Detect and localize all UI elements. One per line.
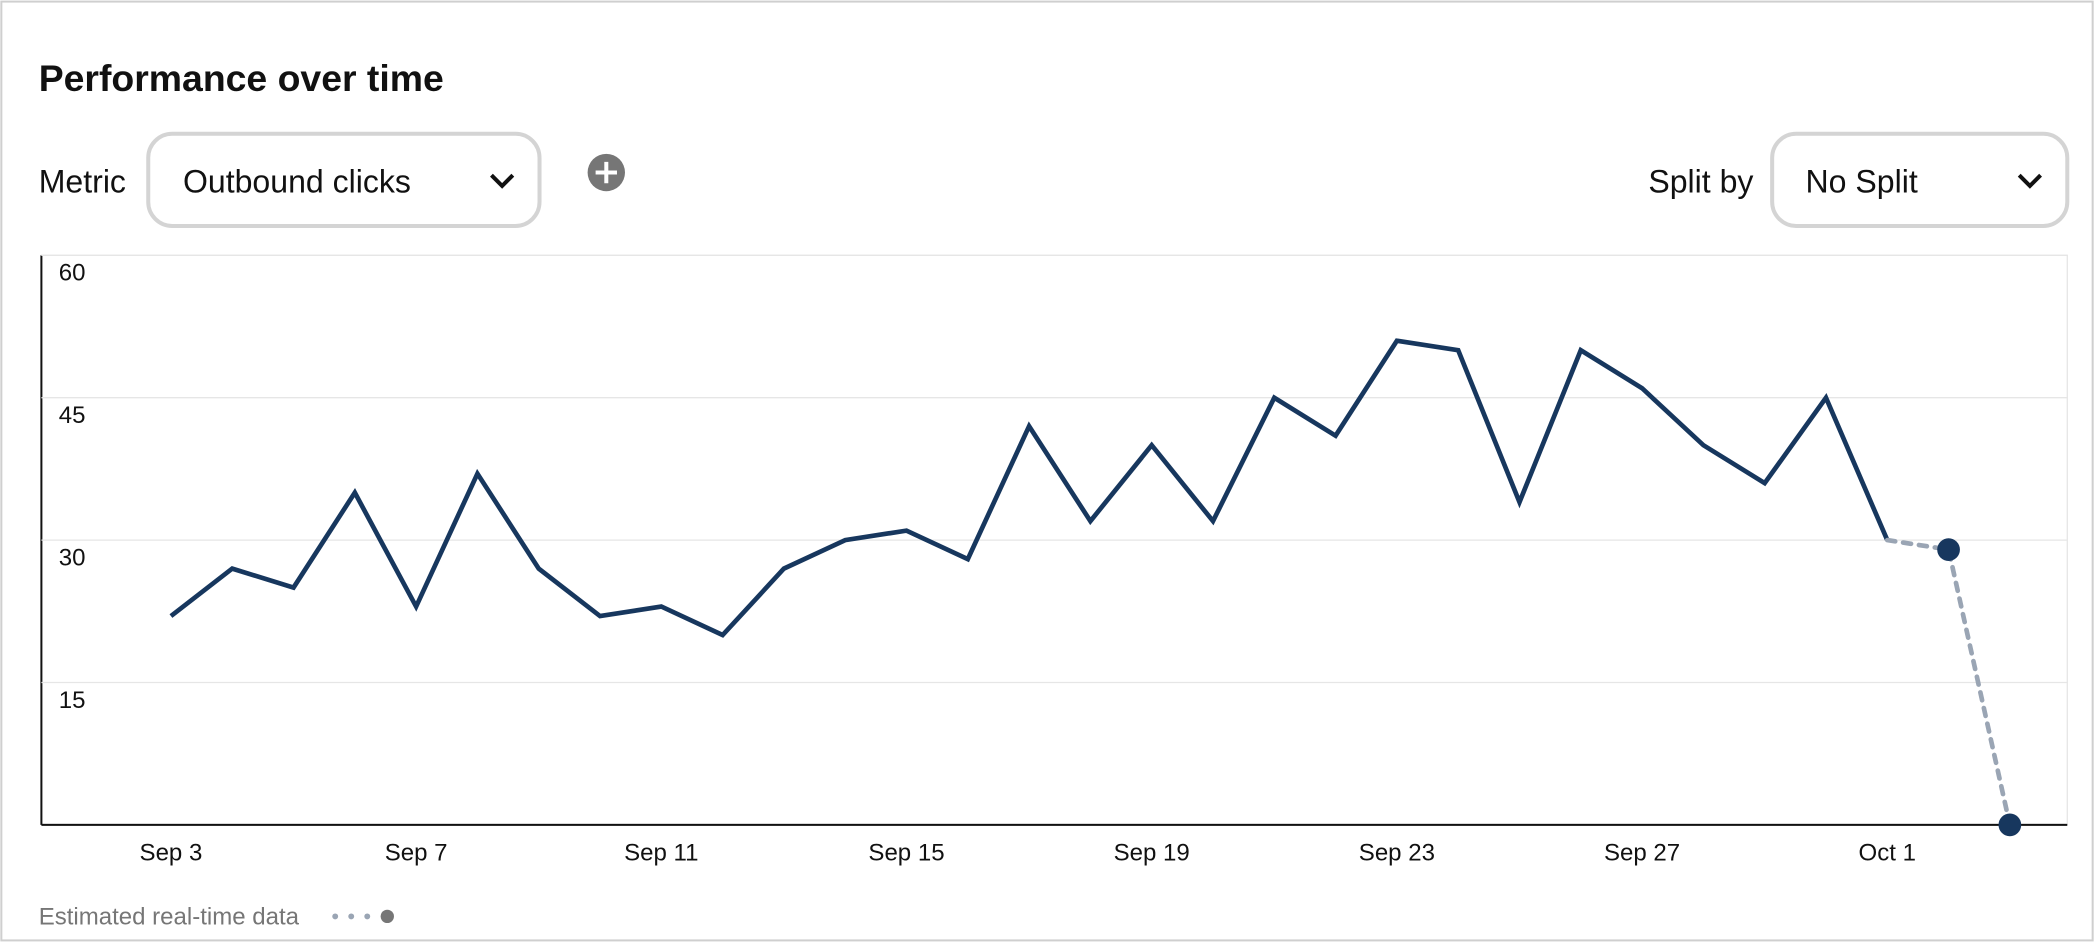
dropdown-box[interactable] <box>1770 131 2070 228</box>
split-label: Split by <box>1648 164 1753 200</box>
title: Performance over time <box>39 57 444 99</box>
legend-dot <box>380 909 394 924</box>
dropdown-value[interactable]: No Split <box>1806 164 1918 200</box>
legend-dot <box>364 913 371 920</box>
split-dropdown[interactable]: No Split <box>1770 131 2070 228</box>
x-tick-label: Sep 11 <box>624 839 698 866</box>
x-tick-label: Sep 23 <box>1359 839 1435 866</box>
y-tick-label: 60 <box>59 260 86 287</box>
metric-label: Metric <box>39 164 126 200</box>
legend-dot <box>332 913 339 920</box>
x-tick-label: Sep 7 <box>385 839 448 866</box>
x-tick-label: Sep 15 <box>868 839 944 866</box>
x-tick-label: Oct 1 <box>1859 839 1916 866</box>
legend-label: Estimated real-time data <box>39 903 300 930</box>
legend: Estimated real-time data <box>39 903 394 930</box>
x-tick-label: Sep 3 <box>140 839 203 866</box>
chevron[interactable] <box>490 173 515 189</box>
add-metric-button[interactable] <box>587 153 625 192</box>
data-point <box>1998 813 2022 837</box>
dropdown-box[interactable] <box>146 131 542 228</box>
metric-dropdown[interactable]: Outbound clicks <box>146 131 542 228</box>
chevron[interactable] <box>2017 173 2042 189</box>
y-tick-label: 15 <box>59 687 86 714</box>
x-tick-label: Sep 27 <box>1604 839 1680 866</box>
y-tick-label: 30 <box>59 544 86 571</box>
dropdown-value[interactable]: Outbound clicks <box>183 164 411 200</box>
data-point <box>1937 538 1960 561</box>
legend-dot <box>348 913 355 920</box>
x-tick-label: Sep 19 <box>1114 839 1190 866</box>
plus-sign[interactable] <box>595 161 617 184</box>
y-tick-label: 45 <box>59 402 86 429</box>
series-line <box>169 338 1890 638</box>
